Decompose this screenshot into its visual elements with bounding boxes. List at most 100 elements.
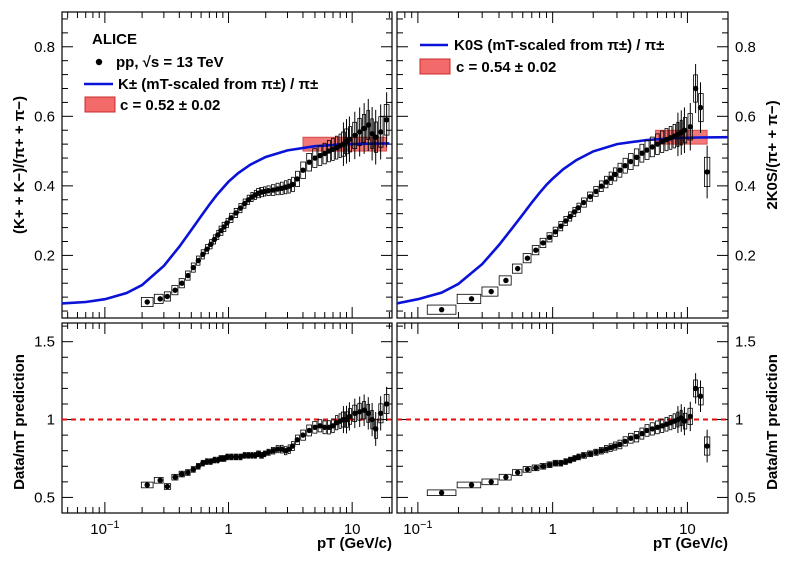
systematic-box xyxy=(522,253,532,264)
data-point xyxy=(644,147,650,153)
x-tick-label: 10−1 xyxy=(403,519,432,538)
data-point xyxy=(567,213,573,220)
plot-frame xyxy=(61,322,393,514)
legend-band-swatch xyxy=(84,96,116,113)
data-point xyxy=(294,176,301,182)
data-point xyxy=(603,179,609,185)
data-point xyxy=(275,446,281,452)
data-point xyxy=(233,454,239,460)
data-point xyxy=(356,409,363,415)
y-tick-label: 1.5 xyxy=(735,334,756,351)
data-point xyxy=(369,416,375,423)
data-point xyxy=(377,129,384,135)
data-point xyxy=(228,454,234,460)
y-tick-label: 1 xyxy=(735,412,743,429)
data-point xyxy=(241,452,248,459)
systematic-box xyxy=(163,291,172,302)
legend-curve-label: K± (mT-scaled from π±) / π± xyxy=(118,76,318,93)
data-point xyxy=(261,188,268,195)
data-point xyxy=(300,167,306,173)
data-point xyxy=(228,215,234,221)
data-point xyxy=(533,465,539,471)
data-point xyxy=(681,418,688,424)
data-point xyxy=(438,306,445,313)
data-point xyxy=(581,452,587,459)
systematic-box xyxy=(481,286,499,297)
y-tick-label: 0.4 xyxy=(34,178,55,195)
data-point xyxy=(179,471,185,477)
data-point xyxy=(704,169,710,175)
data-point xyxy=(622,162,628,169)
data-point xyxy=(237,205,244,211)
data-point xyxy=(524,466,531,473)
data-point xyxy=(300,432,306,438)
data-point xyxy=(204,458,210,465)
legend-marker xyxy=(95,58,103,66)
legend-band-label: c = 0.54 ± 0.02 xyxy=(456,59,556,76)
data-point xyxy=(352,410,358,417)
y-tick-label: 0.5 xyxy=(735,489,756,506)
data-point xyxy=(546,462,553,468)
data-point xyxy=(608,444,614,451)
x-axis-title-left: pT (GeV/c) xyxy=(317,535,392,552)
data-point xyxy=(558,223,564,229)
data-point xyxy=(322,424,328,431)
systematic-box xyxy=(171,285,179,296)
data-point xyxy=(172,474,178,480)
data-point xyxy=(294,437,301,443)
data-point xyxy=(468,296,475,302)
data-point xyxy=(687,413,693,420)
data-point xyxy=(383,401,390,407)
data-point xyxy=(195,257,202,264)
panel-top-right: 0.2 0.4 0.6 0.8 xyxy=(396,11,756,319)
systematic-box xyxy=(140,297,154,307)
data-point xyxy=(208,241,214,247)
data-point xyxy=(224,220,230,226)
data-point xyxy=(593,449,599,455)
systematic-box xyxy=(153,477,164,484)
data-point xyxy=(372,134,379,140)
data-point xyxy=(503,277,509,284)
data-point xyxy=(317,152,323,159)
data-point xyxy=(612,443,618,449)
data-point xyxy=(628,158,634,165)
systematic-box xyxy=(481,478,499,486)
data-point xyxy=(533,247,539,253)
data-point xyxy=(270,187,276,193)
legend-curve-label: K0S (mT-scaled from π±) / π± xyxy=(454,37,664,54)
data-point xyxy=(289,443,296,449)
data-point xyxy=(514,265,521,272)
data-point xyxy=(265,449,272,455)
legend-band-swatch xyxy=(419,58,451,75)
x-tick-label: 1 xyxy=(548,521,556,538)
data-point xyxy=(488,288,494,295)
data-point xyxy=(369,131,375,137)
data-point xyxy=(617,167,623,173)
data-point xyxy=(200,251,206,258)
data-point xyxy=(361,125,367,132)
data-point xyxy=(356,129,363,135)
x-tick-label: 10−1 xyxy=(90,519,119,538)
data-point xyxy=(241,200,248,207)
data-point xyxy=(185,272,191,279)
data-point xyxy=(649,426,656,432)
data-point xyxy=(265,188,272,194)
systematic-box xyxy=(426,489,457,497)
data-point xyxy=(663,136,670,143)
data-point xyxy=(608,175,614,181)
legend-left: ALICE pp, √s = 13 TeV K± (mT-scaled from… xyxy=(84,31,318,114)
data-point xyxy=(237,454,244,460)
y-tick-label: 0.6 xyxy=(34,108,55,125)
systematic-box xyxy=(511,263,523,274)
data-point xyxy=(639,150,645,156)
data-point xyxy=(233,210,239,216)
data-point xyxy=(552,229,559,235)
x-tick-label: 10 xyxy=(344,521,361,538)
legend-band-label: c = 0.52 ± 0.02 xyxy=(120,97,220,114)
x-tick-label: 10 xyxy=(679,521,696,538)
data-point xyxy=(365,410,371,417)
data-point xyxy=(659,139,665,145)
data-point xyxy=(312,424,318,431)
data-point xyxy=(540,463,546,469)
data-point xyxy=(172,287,178,293)
